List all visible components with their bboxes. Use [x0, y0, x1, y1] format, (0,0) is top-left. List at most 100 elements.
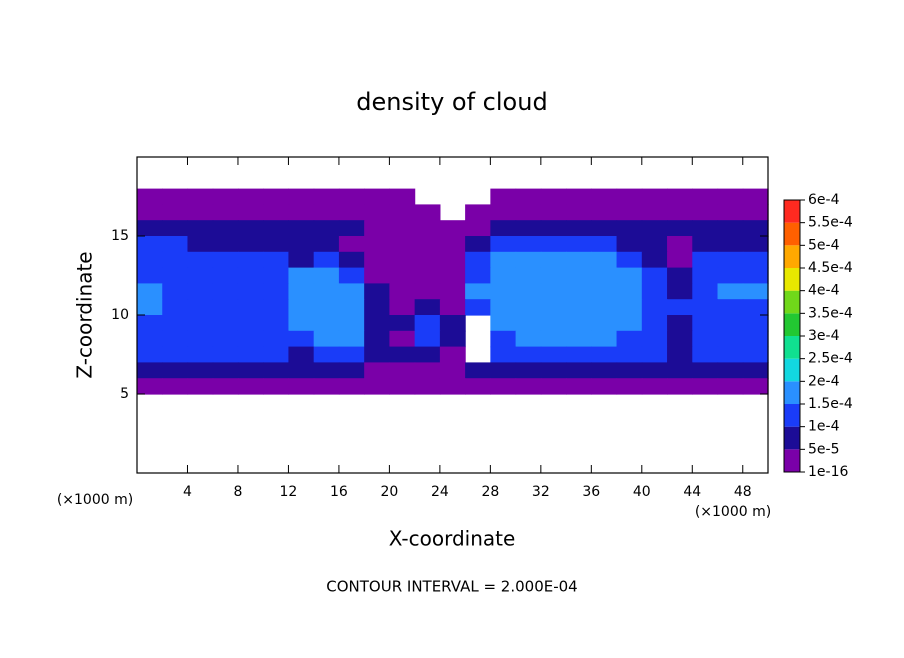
contour-cell	[389, 251, 416, 269]
contour-cell	[591, 236, 618, 253]
contour-cell	[591, 346, 618, 363]
contour-cell	[338, 315, 365, 332]
contour-cell	[566, 346, 592, 363]
contour-cell	[263, 299, 290, 316]
contour-cell	[389, 283, 416, 300]
contour-cell	[263, 220, 290, 237]
contour-cell	[742, 251, 769, 269]
contour-cell	[212, 315, 239, 332]
contour-cell	[389, 378, 416, 395]
contour-cell	[162, 283, 189, 300]
contour-cell	[212, 378, 239, 395]
contour-cell	[616, 346, 643, 363]
contour-cell	[288, 220, 315, 237]
contour-cell	[364, 362, 390, 379]
contour-cell	[616, 204, 643, 221]
contour-cell	[338, 204, 365, 221]
x-tick-label: 12	[280, 484, 298, 500]
contour-cell	[641, 204, 668, 221]
contour-cell	[338, 267, 365, 284]
contour-cell	[137, 283, 163, 300]
contour-cell	[717, 346, 744, 363]
contour-cell	[187, 330, 214, 348]
colorbar-label: 2e-4	[808, 373, 840, 389]
contour-cell	[414, 267, 441, 284]
contour-cell	[742, 236, 769, 253]
contour-cell	[237, 267, 264, 284]
contour-cell	[263, 346, 290, 363]
x-tick-label: 32	[532, 484, 550, 500]
contour-cell	[566, 204, 592, 221]
contour-cell	[616, 220, 643, 237]
contour-cell	[717, 251, 744, 269]
contour-cell	[162, 236, 189, 253]
contour-cell	[490, 330, 517, 348]
contour-cell	[490, 315, 517, 332]
contour-cell	[465, 236, 491, 253]
contour-cell	[313, 251, 340, 269]
contour-cell	[263, 236, 290, 253]
contour-cell	[364, 283, 390, 300]
contour-cell	[641, 220, 668, 237]
contour-cell	[313, 188, 340, 205]
contour-cell	[162, 378, 189, 395]
colorbar-swatch	[784, 381, 800, 404]
contour-cell	[515, 299, 542, 316]
footer-note: CONTOUR INTERVAL = 2.000E-04	[326, 578, 577, 596]
contour-cell	[212, 283, 239, 300]
colorbar-swatch	[784, 358, 800, 382]
contour-cell	[540, 330, 567, 348]
contour-cell	[490, 299, 517, 316]
contour-cell	[212, 188, 239, 205]
colorbar-label: 1e-4	[808, 419, 840, 435]
contour-cell	[162, 346, 189, 363]
colorbar-label: 4.5e-4	[808, 260, 853, 276]
contour-cell	[515, 236, 542, 253]
contour-cell	[566, 188, 592, 205]
contour-cell	[591, 362, 618, 379]
y-tick-label: 5	[120, 386, 129, 402]
contour-cell	[137, 251, 163, 269]
contour-cell	[717, 188, 744, 205]
contour-cell	[313, 362, 340, 379]
contour-cell	[439, 299, 466, 316]
contour-cell	[364, 267, 390, 284]
contour-cell	[692, 220, 719, 237]
x-axis-label: X-coordinate	[389, 527, 516, 551]
x-tick-label: 44	[683, 484, 701, 500]
contour-cell	[187, 267, 214, 284]
contour-cell	[162, 299, 189, 316]
contour-cell	[616, 330, 643, 348]
contour-cell	[414, 204, 441, 221]
contour-cell	[616, 267, 643, 284]
x-unit-label: (×1000 m)	[695, 504, 771, 520]
contour-cell	[540, 267, 567, 284]
contour-cell	[540, 188, 567, 205]
y-tick-label: 15	[111, 228, 129, 244]
contour-cell	[515, 346, 542, 363]
contour-cell	[566, 236, 592, 253]
contour-cell	[591, 220, 618, 237]
y-unit-label: (×1000 m)	[57, 492, 133, 508]
contour-cell	[540, 378, 567, 395]
contour-cell	[540, 204, 567, 221]
contour-cell	[566, 251, 592, 269]
contour-cell	[338, 378, 365, 395]
contour-cell	[187, 220, 214, 237]
contour-cell	[641, 315, 668, 332]
contour-cell	[364, 346, 390, 363]
contour-cell	[515, 188, 542, 205]
contour-cell	[137, 315, 163, 332]
x-tick-label: 20	[380, 484, 398, 500]
x-tick-label: 8	[233, 484, 242, 500]
contour-cell	[414, 346, 441, 363]
contour-cell	[439, 251, 466, 269]
contour-cell	[616, 378, 643, 395]
contour-cell	[137, 220, 163, 237]
contour-cell	[237, 378, 264, 395]
contour-cell	[490, 188, 517, 205]
contour-cell	[591, 330, 618, 348]
contour-cell	[288, 315, 315, 332]
contour-cell	[439, 283, 466, 300]
contour-cell	[667, 283, 693, 300]
